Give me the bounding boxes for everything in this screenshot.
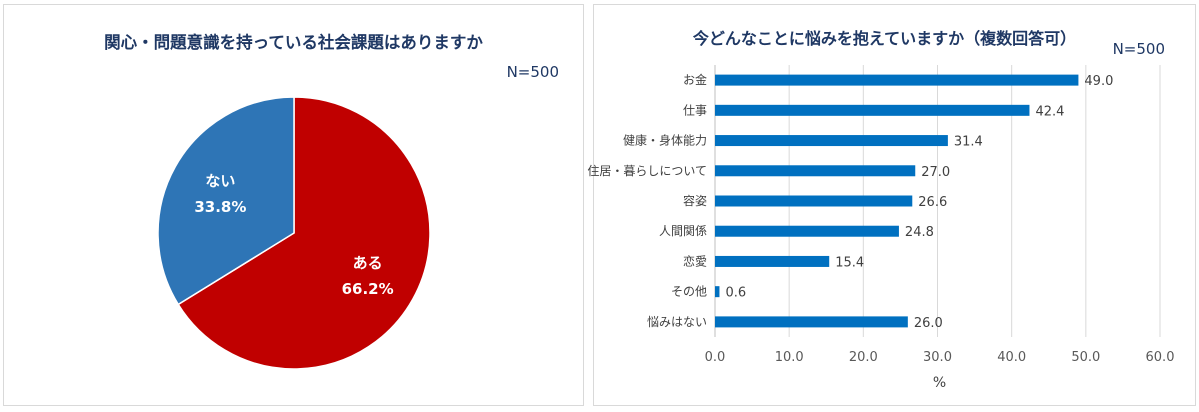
bar (715, 286, 720, 298)
pie-chart-panel: 関心・問題意識を持っている社会課題はありますか N=500 ある 66.2% ない 3… (3, 4, 584, 406)
bar (715, 316, 908, 328)
bar-value-label: 27.0 (921, 165, 950, 180)
pie-slice-value: 33.8% (194, 198, 246, 216)
bar (715, 255, 830, 267)
x-tick-label: 10.0 (775, 350, 804, 365)
bar (715, 135, 948, 147)
category-label: その他 (671, 285, 707, 299)
category-label: お金 (683, 72, 707, 87)
bar-sample-size: N=500 (1112, 40, 1165, 58)
pie-sample-size: N=500 (506, 63, 559, 81)
pie-slice-value: 66.2% (342, 280, 394, 298)
x-tick-label: 40.0 (997, 350, 1026, 365)
category-label: 人間関係 (659, 224, 707, 238)
pie-slice-label: ない (205, 172, 235, 190)
bar-chart: 0.0 10.0 20.0 30.0 40.0 50.0 60.0 お金 49.0 仕事 42.4 健… (587, 65, 1175, 391)
category-label: 健康・身体能力 (623, 133, 707, 148)
x-tick-label: 20.0 (849, 350, 878, 365)
bar-value-label: 26.0 (914, 316, 943, 331)
pie-slice-label: ある (353, 254, 383, 272)
bar (715, 165, 916, 177)
category-label: 悩みはない (647, 315, 707, 329)
category-label: 仕事 (683, 103, 707, 117)
category-label: 容姿 (683, 193, 707, 208)
bar (715, 225, 899, 237)
pie-slice-2 (157, 96, 295, 306)
bar-value-label: 31.4 (954, 135, 983, 150)
x-tick-label: 0.0 (705, 350, 726, 365)
x-tick-label: 50.0 (1071, 350, 1100, 365)
x-tick-label: 60.0 (1146, 350, 1175, 365)
pie-chart: ある 66.2% ない 33.8% (157, 96, 431, 370)
bar (715, 74, 1079, 86)
category-label: 恋愛 (683, 253, 707, 268)
category-label: 住居・暮らしについて (587, 164, 707, 178)
bar (715, 104, 1030, 116)
x-tick-label: 30.0 (923, 350, 952, 365)
bar-value-label: 49.0 (1084, 74, 1113, 89)
pie-chart-title: 関心・問題意識を持っている社会課題はありますか (104, 33, 483, 52)
bar (715, 195, 913, 207)
bar-value-label: 15.4 (835, 255, 864, 270)
bar-value-label: 24.8 (905, 225, 934, 240)
bar-chart-panel: 今どんなことに悩みを抱えていますか（複数回答可） N=500 0.0 10.0 20… (587, 4, 1196, 406)
x-axis-label: % (933, 375, 946, 391)
bar-value-label: 26.6 (918, 195, 947, 210)
pie-slice-1 (177, 96, 431, 370)
bar-chart-title: 今どんなことに悩みを抱えていますか（複数回答可） (692, 29, 1077, 48)
bar-value-label: 42.4 (1035, 104, 1064, 119)
bar-value-label: 0.6 (725, 286, 746, 301)
